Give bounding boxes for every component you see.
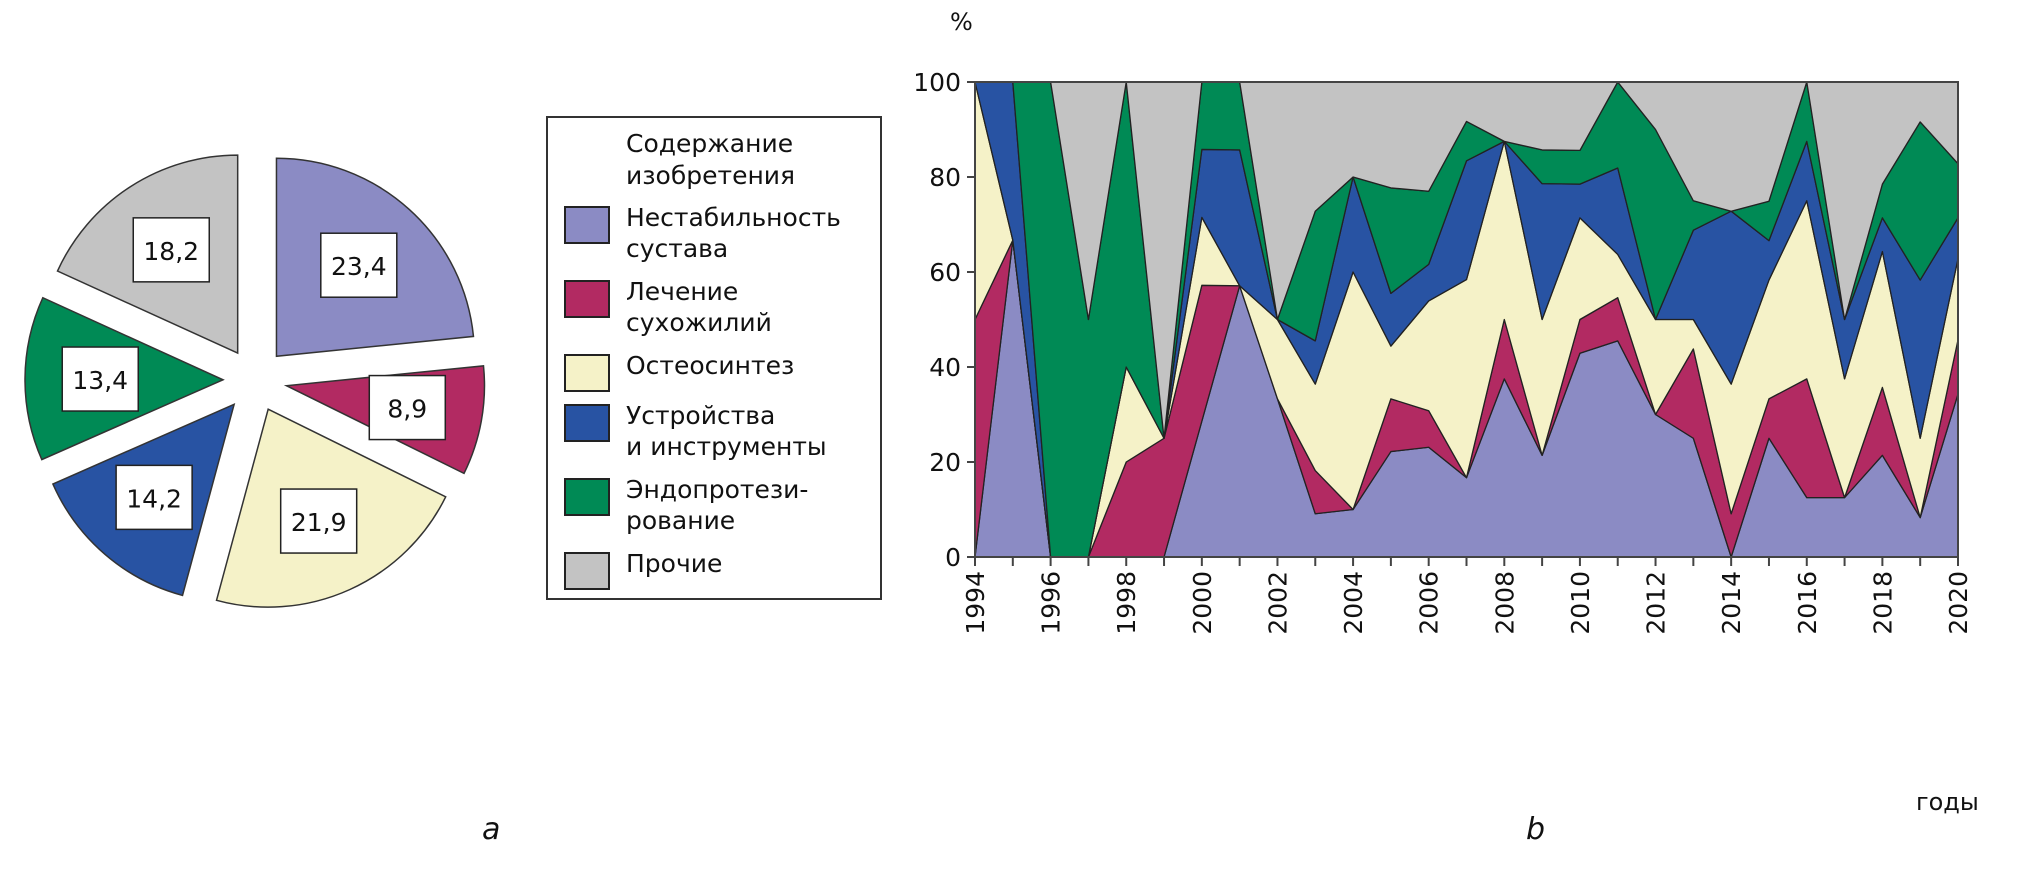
legend-label: Эндопротези- рование [626,475,809,535]
pie-value-label: 23,4 [331,252,387,281]
x-tick-label: 2002 [1263,571,1292,635]
y-tick-label: 80 [929,163,961,192]
x-tick-label: 2010 [1566,571,1595,635]
x-tick-label: 2018 [1868,571,1897,635]
pie-chart: 23,4 8,9 21,9 14,2 13,4 18,2 [24,154,486,608]
legend-swatch [564,280,610,318]
y-tick-label: 40 [929,353,961,382]
legend-swatch [564,206,610,244]
pie-value-label: 8,9 [387,395,427,424]
pie-value-box [320,232,398,298]
x-tick-label: 1994 [961,571,990,635]
x-tick-label: 1996 [1037,571,1066,635]
legend-label: Лечение сухожилий [626,277,772,337]
pie-value-box [132,217,211,283]
pie-value-box [61,346,139,412]
pie-value-box [279,488,358,554]
x-tick-label: 2006 [1415,571,1444,635]
legend-label: Остеосинтез [626,351,795,380]
x-tick-label: 2008 [1490,571,1519,635]
x-tick-label: 2012 [1642,571,1671,635]
pie-value-box [368,374,447,441]
legend-title: Содержание изобретения [626,129,796,190]
legend-swatch [564,354,610,392]
legend-item: Лечение сухожилий [564,276,772,338]
legend-label: Устройства и инструменты [626,401,827,461]
x-tick-label: 2000 [1188,571,1217,635]
pie-value-label: 18,2 [143,237,199,266]
x-tick-label: 2014 [1717,571,1746,635]
legend-item: Остеосинтез [564,350,794,392]
panel-b-label: b [1526,812,1546,847]
y-tick-label: 100 [913,68,961,97]
legend-item: Устройства и инструменты [564,400,827,462]
pie-value-box [115,464,193,531]
y-tick-label: 60 [929,258,961,287]
legend-swatch [564,478,610,516]
x-tick-label: 2020 [1944,571,1973,635]
pie-value-label: 14,2 [126,484,182,513]
x-axis-label: годы [1916,788,1979,816]
x-tick-label: 1998 [1112,571,1141,635]
legend-swatch [564,404,610,442]
legend-label: Нестабильность сустава [626,203,841,263]
y-tick-label: 0 [945,543,961,572]
legend-label: Прочие [626,549,723,578]
stacked-area-chart: 0 20 40 60 80 100 1994 1996 1998 2000 2002 2004 2006… [913,68,1973,635]
pie-value-label: 21,9 [291,508,347,537]
x-tick-label: 2016 [1793,571,1822,635]
y-axis-label: % [950,8,973,36]
y-tick-label: 20 [929,448,961,477]
panel-a-label: a [482,812,501,847]
legend-item: Эндопротези- рование [564,474,808,536]
legend-item: Прочие [564,548,722,590]
pie-value-label: 13,4 [72,366,128,395]
legend-item: Нестабильность сустава [564,202,841,264]
legend-swatch [564,552,610,590]
legend: Содержание изобретения Нестабильность су… [546,116,882,600]
x-tick-label: 2004 [1339,571,1368,635]
